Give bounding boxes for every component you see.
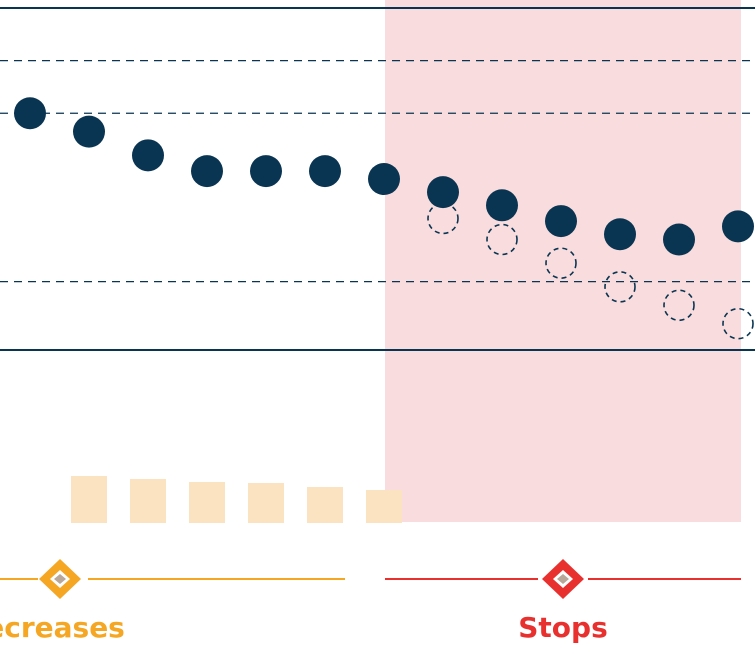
background-layer (0, 0, 755, 522)
data-point (73, 115, 105, 148)
data-point (545, 205, 577, 238)
projected-point (545, 247, 577, 279)
diamond-inner (557, 574, 569, 584)
data-point (427, 176, 459, 209)
diamond-icon (542, 559, 584, 599)
bar (130, 479, 166, 523)
bar (189, 482, 225, 523)
phase-markers: Decreases Stops (0, 559, 741, 644)
bar (248, 483, 284, 523)
bar (71, 476, 107, 523)
bars (71, 476, 402, 523)
projected-point (663, 289, 695, 322)
data-point (132, 139, 164, 172)
data-point (191, 155, 223, 188)
phase-label-decreases: Decreases (0, 611, 125, 644)
data-point (722, 210, 754, 243)
phase-label-stops: Stops (518, 611, 608, 644)
diamond-inner (54, 574, 66, 584)
data-point (309, 155, 341, 188)
projected-point (722, 307, 754, 340)
bar (307, 487, 343, 523)
data-points (14, 97, 754, 340)
data-point (604, 218, 636, 251)
data-point (368, 163, 400, 195)
data-point (486, 189, 518, 222)
data-point (14, 97, 46, 130)
projected-point (604, 271, 636, 303)
data-point (250, 155, 282, 188)
stops-highlight-region (385, 0, 741, 522)
projected-point (427, 202, 459, 235)
bar (366, 490, 402, 523)
data-point (663, 223, 695, 256)
diamond-icon (39, 559, 81, 599)
projected-point (486, 223, 518, 256)
